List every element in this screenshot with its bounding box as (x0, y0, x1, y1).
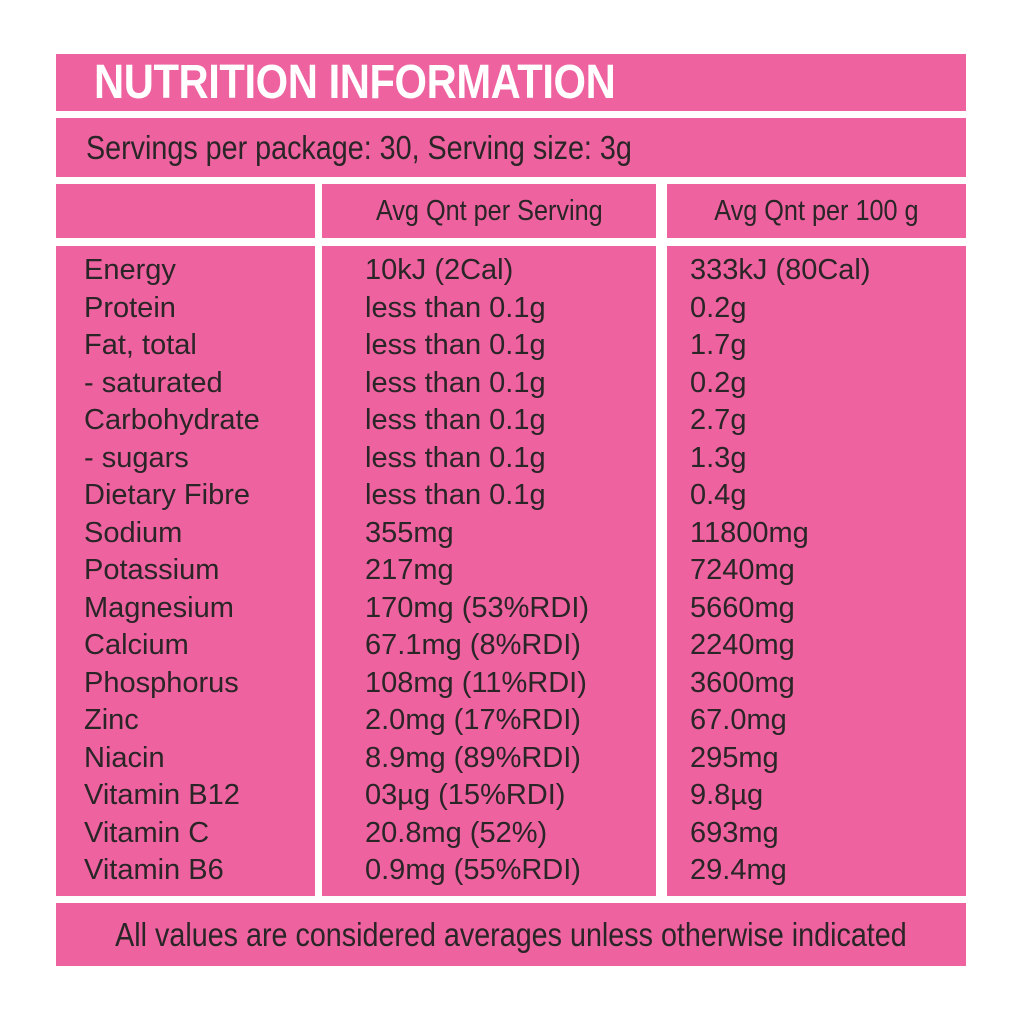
row-per100-value: 11800mg (690, 516, 809, 549)
column-header-nutrient (56, 184, 315, 238)
row-serving-value: 108mg (11%RDI) (365, 666, 587, 699)
column-header-per100: Avg Qnt per 100 g (667, 184, 966, 238)
row-serving-value: less than 0.1g (365, 291, 546, 324)
row-serving-value: 170mg (53%RDI) (365, 591, 590, 624)
row-serving-value: less than 0.1g (365, 404, 546, 436)
row-label: Protein (84, 291, 176, 324)
row-per100-value: 5660mg (690, 591, 795, 624)
row-serving-value: less than 0.1g (365, 329, 546, 361)
nutrition-panel: NUTRITION INFORMATION Servings per packa… (56, 54, 966, 966)
row-per100-value: 2.7g (690, 404, 747, 436)
row-label: Sodium (84, 516, 183, 549)
row-serving-value: 67.1mg (8%RDI) (365, 629, 581, 661)
row-label: Vitamin B12 (84, 779, 240, 811)
row-per100-value: 7240mg (690, 554, 795, 586)
row-per100-value: 295mg (690, 741, 779, 774)
column-header-serving: Avg Qnt per Serving (322, 184, 656, 238)
row-per100-value: 0.2g (690, 291, 747, 324)
row-per100-value: 67.0mg (690, 704, 787, 736)
row-serving-value: 20.8mg (52%) (365, 816, 548, 849)
nutrition-table-body: Energy Protein Fat, total - saturated Carboh… (56, 246, 966, 896)
column-header-serving-label: Avg Qnt per Serving (375, 194, 603, 227)
row-per100-value: 333kJ (80Cal) (690, 254, 871, 286)
row-serving-value: less than 0.1g (365, 441, 546, 474)
column-header-row: Avg Qnt per Serving Avg Qnt per 100 g (56, 184, 966, 238)
row-serving-value: 03µg (15%RDI) (365, 779, 566, 811)
row-label: Magnesium (84, 591, 234, 624)
row-label: Vitamin B6 (84, 854, 224, 886)
row-label: Fat, total (84, 329, 197, 361)
panel-title: NUTRITION INFORMATION (94, 56, 616, 109)
row-serving-value: 355mg (365, 516, 454, 549)
row-label: Phosphorus (84, 666, 239, 699)
row-per100-value: 29.4mg (690, 854, 787, 886)
column-divider (315, 246, 322, 896)
panel-footer: All values are considered averages unles… (56, 903, 966, 966)
row-serving-value: less than 0.1g (365, 479, 546, 511)
row-serving-value: less than 0.1g (365, 366, 546, 399)
row-label: Potassium (84, 554, 220, 586)
row-serving-value: 0.9mg (55%RDI) (365, 854, 581, 886)
column-divider (656, 246, 667, 896)
panel-header: NUTRITION INFORMATION (56, 54, 966, 111)
row-per100-value: 9.8µg (690, 779, 764, 811)
row-serving-value: 2.0mg (17%RDI) (365, 704, 581, 736)
row-per100-value: 0.2g (690, 366, 747, 399)
row-label: Calcium (84, 629, 189, 661)
nutrient-names-column: Energy Protein Fat, total - saturated Carboh… (56, 246, 315, 896)
row-serving-value: 10kJ (2Cal) (365, 254, 514, 286)
row-per100-value: 3600mg (690, 666, 795, 699)
column-divider (315, 184, 322, 238)
row-label: - sugars (84, 441, 189, 474)
row-per100-value: 2240mg (690, 629, 795, 661)
column-divider (656, 184, 667, 238)
row-label: - saturated (84, 366, 223, 399)
column-header-per100-label: Avg Qnt per 100 g (714, 194, 919, 227)
row-label: Zinc (84, 704, 139, 736)
servings-text: Servings per package: 30, Serving size: … (86, 128, 632, 166)
per100-values-column: 333kJ (80Cal) 0.2g 1.7g 0.2g 2.7g 1.3g 0.4g 118… (667, 246, 966, 896)
row-per100-value: 1.3g (690, 441, 747, 474)
row-serving-value: 217mg (365, 554, 454, 586)
row-label: Dietary Fibre (84, 479, 250, 511)
footer-text: All values are considered averages unles… (115, 915, 907, 953)
row-per100-value: 1.7g (690, 329, 747, 361)
row-label: Vitamin C (84, 816, 210, 849)
row-per100-value: 693mg (690, 816, 779, 849)
row-label: Energy (84, 254, 176, 286)
serving-values-column: 10kJ (2Cal) less than 0.1g less than 0.1g l… (322, 246, 656, 896)
row-per100-value: 0.4g (690, 479, 747, 511)
servings-bar: Servings per package: 30, Serving size: … (56, 118, 966, 177)
row-label: Carbohydrate (84, 404, 260, 436)
row-label: Niacin (84, 741, 165, 774)
row-serving-value: 8.9mg (89%RDI) (365, 741, 581, 774)
